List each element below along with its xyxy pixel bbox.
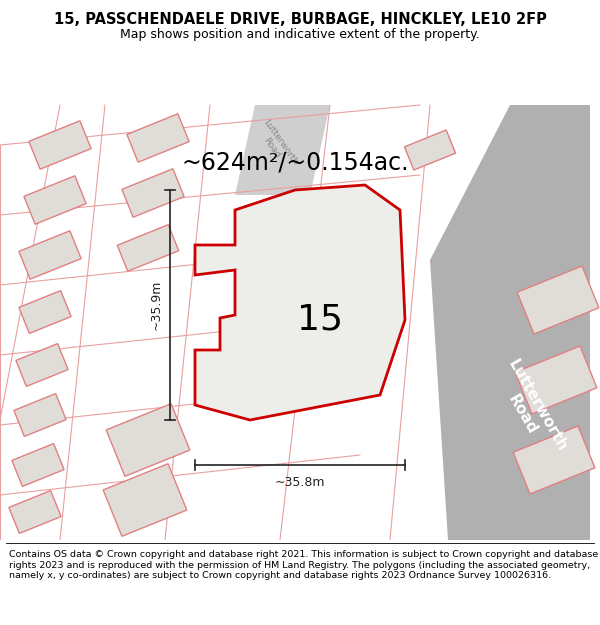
Polygon shape	[19, 231, 81, 279]
Polygon shape	[19, 291, 71, 333]
Polygon shape	[29, 121, 91, 169]
Polygon shape	[24, 176, 86, 224]
Text: Lutterworth
Road: Lutterworth Road	[490, 357, 570, 463]
Text: ~35.9m: ~35.9m	[149, 280, 163, 330]
Text: 15: 15	[297, 303, 343, 337]
Polygon shape	[14, 394, 66, 436]
Ellipse shape	[439, 233, 502, 297]
Text: Map shows position and indicative extent of the property.: Map shows position and indicative extent…	[120, 28, 480, 41]
Polygon shape	[513, 426, 595, 494]
Polygon shape	[103, 464, 187, 536]
Polygon shape	[12, 444, 64, 486]
Text: ~624m²/~0.154ac.: ~624m²/~0.154ac.	[181, 150, 409, 174]
Text: Lutterworth
Road: Lutterworth Road	[253, 118, 299, 172]
Text: Contains OS data © Crown copyright and database right 2021. This information is : Contains OS data © Crown copyright and d…	[9, 550, 598, 580]
Polygon shape	[195, 185, 405, 420]
Polygon shape	[235, 105, 330, 195]
Text: ~35.8m: ~35.8m	[275, 476, 325, 489]
Polygon shape	[16, 344, 68, 386]
Polygon shape	[117, 225, 179, 271]
Polygon shape	[106, 404, 190, 476]
Polygon shape	[430, 105, 590, 540]
Polygon shape	[127, 114, 189, 162]
Text: 15, PASSCHENDAELE DRIVE, BURBAGE, HINCKLEY, LE10 2FP: 15, PASSCHENDAELE DRIVE, BURBAGE, HINCKL…	[53, 12, 547, 28]
Polygon shape	[515, 346, 597, 414]
Polygon shape	[404, 130, 455, 170]
Polygon shape	[122, 169, 184, 217]
Polygon shape	[517, 266, 599, 334]
Polygon shape	[9, 491, 61, 533]
